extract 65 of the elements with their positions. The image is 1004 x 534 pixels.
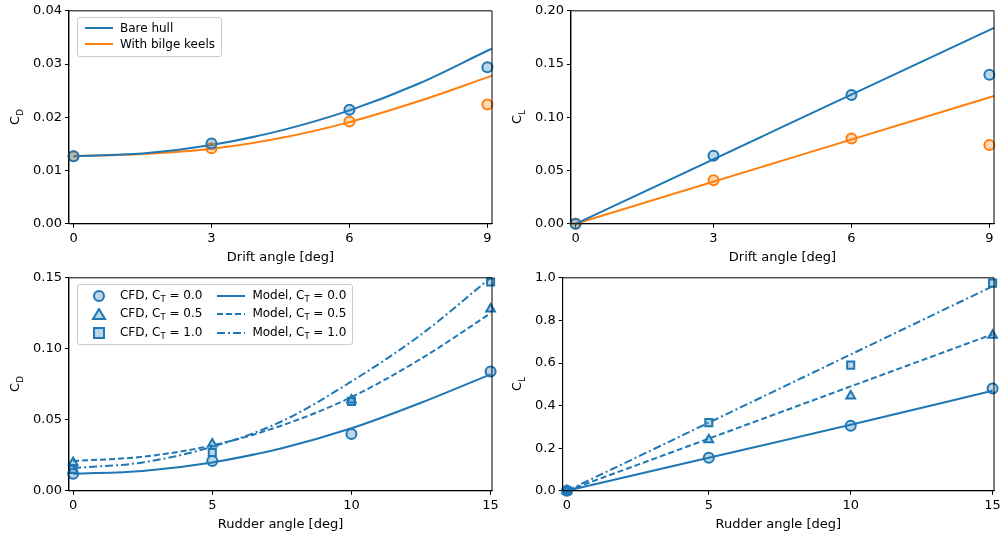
- legend-label: CFD, C$_{T}$ = 0.0: [119, 287, 203, 305]
- legend-label: CFD, C$_{T}$ = 1.0: [119, 324, 203, 341]
- x-tick-label: 10: [842, 496, 859, 512]
- y-tick-label: 0.00: [32, 215, 62, 231]
- legend-label: Model, C$_{T}$ = 0.5: [252, 306, 347, 323]
- y-tick-label: 0.01: [32, 161, 62, 177]
- point: [67, 456, 79, 466]
- legend-label: With bilge keels: [119, 36, 215, 51]
- y-tick-label: 0.02: [32, 108, 62, 124]
- point: [707, 149, 720, 162]
- y-tick-label: 0.00: [32, 482, 62, 498]
- x-axis-title: Rudder angle [deg]: [715, 515, 842, 531]
- point: [845, 132, 858, 145]
- x-tick-label: 5: [704, 496, 713, 512]
- y-tick-label: 0.05: [32, 411, 62, 427]
- x-tick-label: 0: [69, 229, 78, 245]
- point: [845, 390, 857, 400]
- y-tick-label: 0.10: [534, 108, 564, 124]
- x-tick-label: 5: [208, 496, 217, 512]
- point: [844, 419, 857, 432]
- point: [703, 433, 715, 444]
- x-tick-label: 15: [482, 496, 499, 512]
- x-tick-label: 0: [571, 229, 580, 245]
- x-tick-label: 10: [343, 496, 360, 512]
- y-tick-label: 0.20: [534, 2, 564, 18]
- x-tick-label: 3: [207, 229, 216, 245]
- point: [485, 303, 496, 313]
- y-tick-label: 0.04: [32, 2, 62, 18]
- x-axis-title: Drift angle [deg]: [728, 248, 837, 264]
- x-tick-label: 6: [345, 229, 354, 245]
- y-tick-label: 0.2: [534, 439, 556, 455]
- y-tick-label: 0.10: [32, 340, 62, 356]
- point: [707, 174, 720, 187]
- legend-label: Bare hull: [119, 20, 174, 35]
- x-axis-title: Drift angle [deg]: [226, 248, 335, 264]
- y-tick-label: 1.0: [534, 269, 556, 285]
- y-tick-label: 0.6: [534, 354, 556, 370]
- y-tick-label: 0.05: [534, 161, 564, 177]
- x-tick-label: 9: [985, 229, 994, 245]
- point: [205, 137, 218, 150]
- y-tick-label: 0.4: [534, 396, 556, 412]
- y-tick-label: 0.0: [534, 482, 556, 498]
- x-tick-label: 6: [847, 229, 856, 245]
- point: [846, 360, 856, 370]
- y-tick-label: 0.00: [534, 215, 564, 231]
- point: [343, 103, 356, 116]
- legend-label: Model, C$_{T}$ = 1.0: [252, 324, 347, 341]
- legend-label: CFD, C$_{T}$ = 0.5: [119, 306, 203, 323]
- point: [206, 437, 218, 448]
- point: [345, 428, 358, 440]
- point: [704, 418, 714, 428]
- x-tick-label: 15: [984, 496, 1001, 512]
- x-tick-label: 3: [709, 229, 718, 245]
- x-axis-title: Rudder angle [deg]: [217, 515, 344, 531]
- point: [343, 115, 356, 128]
- x-tick-label: 0: [562, 496, 572, 512]
- x-tick-label: 0: [68, 496, 78, 512]
- y-tick-label: 0.03: [32, 55, 62, 71]
- y-tick-label: 0.8: [534, 311, 556, 327]
- y-tick-label: 0.15: [32, 269, 62, 285]
- legend-label: Model, C$_{T}$ = 0.0: [252, 287, 347, 305]
- point: [702, 451, 715, 464]
- x-tick-label: 9: [483, 229, 492, 245]
- y-tick-label: 0.15: [534, 55, 564, 71]
- point: [845, 88, 858, 101]
